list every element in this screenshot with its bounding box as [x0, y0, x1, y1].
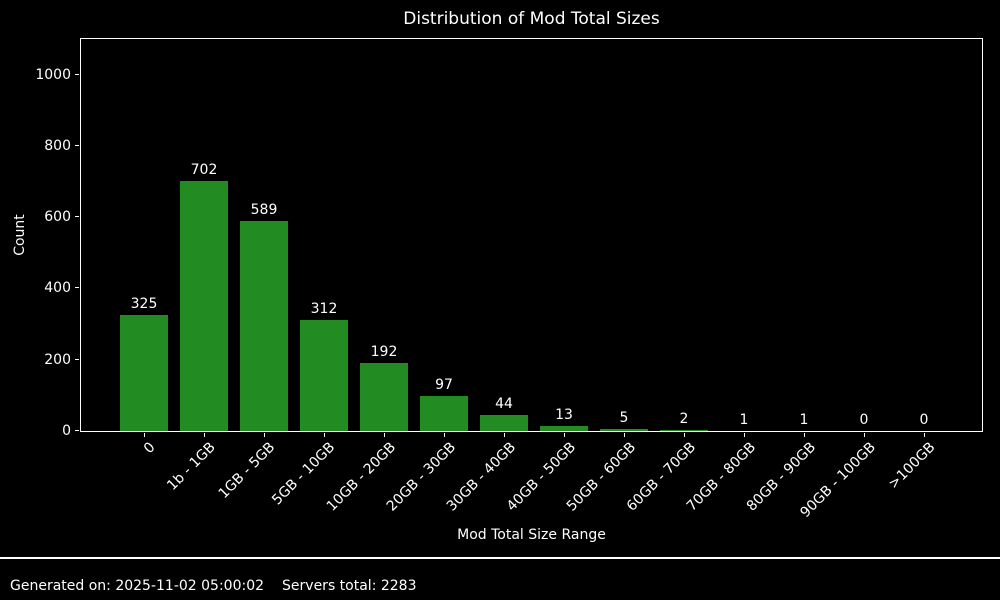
bar — [480, 415, 528, 431]
bar — [660, 430, 708, 431]
y-tick-mark — [75, 430, 79, 431]
bar-value-label: 1 — [739, 411, 749, 428]
bar — [420, 396, 468, 431]
x-tick-label: 1GB - 5GB — [215, 439, 279, 503]
x-tick-mark — [324, 433, 325, 437]
footer-divider — [0, 557, 1000, 559]
y-tick-mark — [75, 359, 79, 360]
x-tick-mark — [144, 433, 145, 437]
bar-value-label: 2 — [679, 410, 689, 427]
bar-value-label: 13 — [555, 406, 573, 423]
x-tick-mark — [564, 433, 565, 437]
y-tick-mark — [75, 74, 79, 75]
bar-value-label: 97 — [435, 376, 453, 393]
bar-value-label: 44 — [495, 395, 513, 412]
bar-value-label: 0 — [859, 411, 869, 428]
bar — [180, 181, 228, 431]
bar-value-label: 325 — [130, 295, 158, 312]
x-tick-mark — [204, 433, 205, 437]
x-tick-mark — [384, 433, 385, 437]
bar-value-label: 192 — [370, 343, 398, 360]
x-tick-mark — [624, 433, 625, 437]
x-tick-mark — [864, 433, 865, 437]
y-tick-label: 0 — [62, 423, 71, 439]
bar — [360, 363, 408, 431]
x-tick-mark — [804, 433, 805, 437]
y-tick-mark — [75, 216, 79, 217]
x-tick-label: 1b - 1GB — [164, 439, 219, 494]
y-tick-mark — [75, 145, 79, 146]
footer: Generated on: 2025-11-02 05:00:02 Servers… — [10, 578, 417, 594]
x-tick-label: 0 — [140, 439, 159, 457]
x-tick-mark — [924, 433, 925, 437]
y-tick-label: 600 — [44, 209, 71, 225]
y-tick-label: 1000 — [35, 67, 71, 83]
bar — [120, 315, 168, 431]
chart-title: Distribution of Mod Total Sizes — [403, 9, 660, 29]
y-tick-mark — [75, 287, 79, 288]
x-tick-label: >100GB — [885, 439, 939, 493]
bar — [600, 429, 648, 431]
bar-value-label: 0 — [919, 411, 929, 428]
bar — [240, 221, 288, 431]
plot-area: 0 200 400 600 800 1000 325 0 702 1b - 1GB 589 1GB -… — [35, 38, 983, 521]
y-tick-label: 200 — [44, 352, 71, 368]
x-tick-mark — [444, 433, 445, 437]
bar-value-label: 312 — [310, 300, 338, 317]
y-tick-label: 400 — [44, 280, 71, 296]
y-tick-label: 800 — [44, 138, 71, 154]
x-axis-label: Mod Total Size Range — [457, 527, 606, 543]
x-tick-mark — [684, 433, 685, 437]
bar-value-label: 1 — [799, 411, 809, 428]
bar — [540, 426, 588, 431]
bar — [300, 320, 348, 431]
generated-timestamp: Generated on: 2025-11-02 05:00:02 — [10, 578, 265, 594]
bar-value-label: 5 — [619, 409, 629, 426]
x-tick-mark — [744, 433, 745, 437]
bar-value-label: 702 — [190, 161, 218, 178]
x-tick-mark — [264, 433, 265, 437]
bar-value-label: 589 — [250, 201, 278, 218]
servers-total: Servers total: 2283 — [282, 578, 417, 594]
x-tick-mark — [504, 433, 505, 437]
